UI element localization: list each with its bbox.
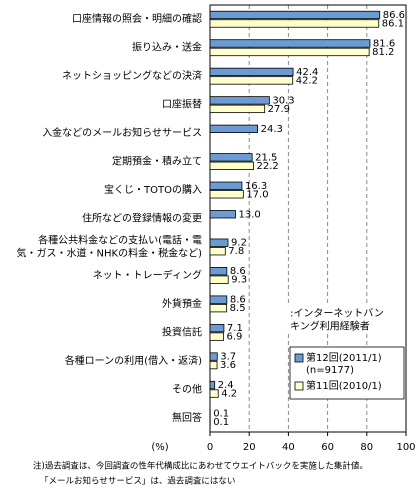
value-label: 2.4 [218, 380, 234, 391]
annotation-bg [286, 306, 402, 334]
y-tick-label: ネットショッピングなどの決済 [62, 69, 202, 82]
value-label: 9.2 [231, 238, 247, 249]
y-tick-label: 口座振替 [162, 98, 202, 111]
legend-swatch [294, 381, 304, 391]
value-label: 86.6 [383, 10, 405, 21]
value-label: 7.8 [228, 246, 244, 257]
value-label: 8.6 [230, 266, 246, 277]
y-tick-label: 各種公共料金などの支払い(電話・電気・ガス・水道・NHKの料金・税金など) [17, 233, 203, 259]
bar [209, 10, 381, 20]
bar [209, 332, 224, 341]
value-label: 0.1 [213, 417, 229, 428]
bar [209, 295, 228, 304]
value-label: 42.4 [296, 67, 318, 78]
bar [209, 247, 226, 256]
bar [209, 303, 228, 313]
bar [209, 238, 229, 247]
value-label: 3.6 [220, 360, 236, 371]
y-tick-label: 口座情報の照会・明細の確認 [72, 12, 202, 25]
bar [209, 76, 294, 85]
value-label: 13.0 [238, 209, 260, 220]
bar [209, 96, 270, 105]
y-tick-label: 無回答 [172, 411, 202, 424]
value-label: 42.2 [296, 75, 318, 86]
bar [209, 47, 370, 57]
value-label: 81.2 [372, 47, 394, 58]
annotation: :インターネットバンキング利用経験者 [290, 308, 384, 333]
bar [209, 39, 371, 48]
x-tick-label: 20 [243, 442, 256, 453]
x-tick-label: 80 [360, 442, 373, 453]
bar [209, 267, 228, 276]
note: 「メールお知らせサービス」は、過去調査にはない [40, 476, 235, 487]
bar [209, 380, 216, 390]
y-tick-label: 振り込み・送金 [132, 41, 202, 54]
value-label: 0.1 [213, 409, 229, 420]
y-tick-label: 外貨預金 [162, 297, 202, 310]
bar [209, 104, 266, 114]
bar [209, 360, 218, 370]
bar [209, 352, 218, 361]
value-label: 24.3 [261, 124, 283, 135]
bar [209, 153, 253, 162]
bar [209, 323, 225, 333]
bar [209, 190, 244, 199]
value-label: 86.1 [382, 18, 404, 29]
value-label: 9.3 [231, 275, 247, 286]
y-tick-label: その他 [172, 382, 202, 395]
legend-label: 第12回(2011/1) (n=9177) [306, 351, 382, 376]
y-tick-label: 投資信託 [162, 325, 202, 338]
value-label: 27.9 [268, 104, 290, 115]
note: 注)過去調査は、今回調査の性年代構成比にあわせてウエイトバックを実施した集計値。 [33, 461, 368, 472]
x-tick-label: 100 [396, 442, 415, 453]
y-tick-label: ネット・トレーディング [93, 268, 202, 281]
plot-frame [209, 4, 407, 433]
bar [209, 275, 229, 284]
value-label: 21.5 [255, 152, 277, 163]
y-tick-label: 定期預金・積み立て [112, 155, 202, 168]
bar [209, 389, 219, 398]
legend-label: 第11回(2010/1) [306, 379, 382, 392]
value-label: 30.3 [272, 95, 294, 106]
value-label: 22.2 [257, 161, 279, 172]
legend-box [289, 346, 405, 400]
bar [209, 161, 254, 170]
y-tick-label: 住所などの登録情報の変更 [82, 212, 202, 225]
x-axis-label: (%) [151, 442, 168, 453]
value-label: 4.2 [221, 389, 237, 400]
value-label: 81.6 [373, 38, 395, 49]
value-label: 7.1 [227, 323, 243, 334]
legend-swatch [294, 353, 304, 363]
x-tick-label: 60 [321, 442, 334, 453]
bar [209, 67, 294, 77]
y-tick-label: 宝くじ・TOTOの購入 [104, 183, 202, 196]
x-tick-label: 40 [282, 442, 295, 453]
value-label: 3.7 [220, 352, 236, 363]
bar [209, 124, 259, 133]
bar [209, 181, 243, 190]
value-label: 8.5 [230, 303, 246, 314]
x-tick-label: 0 [207, 442, 213, 453]
y-tick-label: 各種ローンの利用(借入・返済) [65, 354, 202, 367]
value-label: 6.9 [227, 332, 243, 343]
bar [209, 210, 236, 219]
bar [209, 19, 380, 28]
y-tick-label: 入金などのメールお知らせサービス [42, 126, 202, 139]
value-label: 16.3 [245, 181, 267, 192]
value-label: 17.0 [246, 189, 268, 200]
value-label: 8.6 [230, 295, 246, 306]
